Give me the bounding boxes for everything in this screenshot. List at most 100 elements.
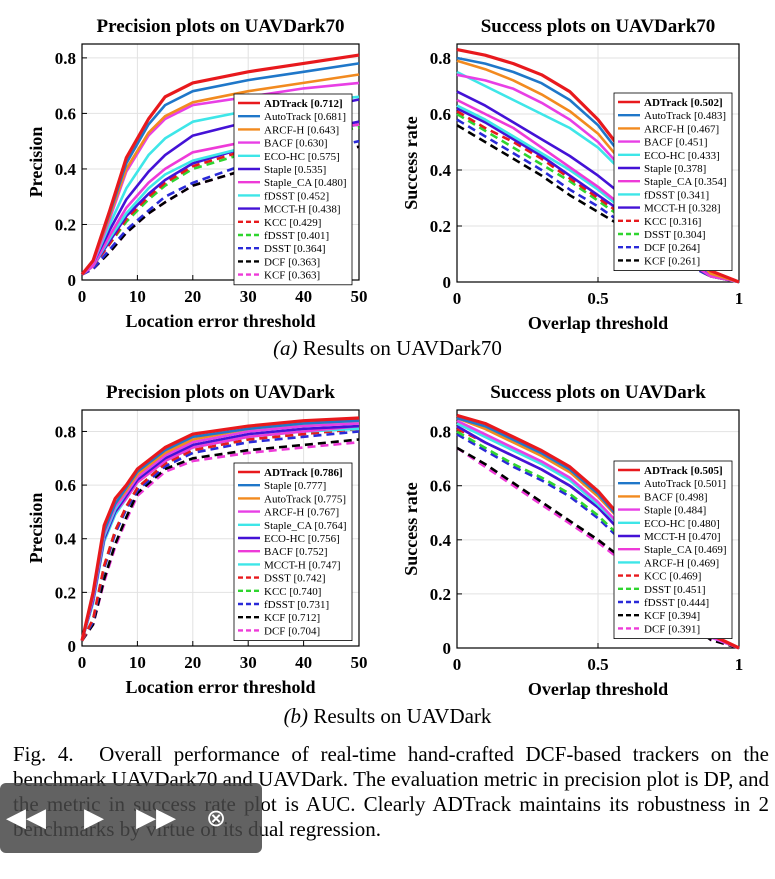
- y-tick-label: 0.6: [55, 476, 76, 495]
- series-line-kcf: [80, 438, 360, 642]
- y-tick-label: 0: [68, 271, 77, 290]
- rewind-icon[interactable]: ◀◀: [6, 803, 46, 833]
- legend-entry: Staple_CA [0.480]: [264, 177, 347, 189]
- legend-entry: Staple_CA [0.764]: [264, 520, 347, 532]
- y-tick-label: 0: [68, 637, 77, 656]
- y-tick-label: 0.2: [430, 585, 451, 604]
- y-axis-label: Precision: [26, 127, 46, 198]
- series-line-kcf: [456, 446, 740, 650]
- legend-entry: ECO-HC [0.756]: [264, 533, 340, 545]
- media-controls-overlay: ◀◀ ▶ ▶▶ ⊗: [0, 783, 262, 853]
- legend-entry: MCCT-H [0.328]: [644, 203, 721, 215]
- y-tick-label: 0.6: [430, 477, 451, 496]
- subcaption-b-label: (b): [283, 704, 309, 728]
- legend-entry: DCF [0.363]: [264, 256, 320, 268]
- y-axis-label: Success rate: [401, 116, 421, 209]
- series-line-dcf: [456, 446, 740, 650]
- legend-box: [233, 93, 353, 286]
- legend-entry: ARCF-H [0.767]: [264, 507, 339, 519]
- legend-entry: KCF [0.261]: [644, 255, 700, 267]
- series-lines: [80, 416, 360, 642]
- y-tick-label: 0.2: [55, 583, 76, 602]
- legend-entry: ARCF-H [0.643]: [264, 124, 339, 136]
- legend-entry: DSST [0.304]: [644, 229, 706, 241]
- x-tick-label: 50: [351, 287, 368, 306]
- chart-title: Success plots on UAVDark: [490, 382, 706, 403]
- plot-frame: [81, 43, 360, 281]
- success-chart-uavdark70: Success plots on UAVDark70 0 0.5 1 0 0.2 0.4 0.…: [401, 16, 744, 333]
- legend-entry: ARCF-H [0.467]: [644, 123, 719, 135]
- legend-entry: fDSST [0.341]: [644, 189, 709, 201]
- chart-title: Success plots on UAVDark70: [481, 16, 716, 37]
- legend: ADTrack [0.786]Staple [0.777]AutoTrack […: [233, 462, 353, 642]
- legend-entry: fDSST [0.452]: [264, 190, 329, 202]
- legend-entry: ADTrack [0.712]: [264, 98, 343, 110]
- y-tick-label: 0.4: [430, 161, 452, 180]
- y-tick-label: 0: [443, 639, 452, 658]
- subcaption-b: (b) Results on UAVDark: [0, 704, 775, 729]
- play-icon[interactable]: ▶: [84, 803, 104, 833]
- x-tick-label: 0: [78, 287, 87, 306]
- legend-entry: ECO-HC [0.480]: [644, 518, 720, 530]
- legend-entry: ARCF-H [0.469]: [644, 557, 719, 569]
- x-tick-label: 0: [453, 289, 462, 308]
- legend-entry: fDSST [0.444]: [644, 597, 709, 609]
- x-tick-label: 40: [295, 287, 312, 306]
- legend-entry: ECO-HC [0.575]: [264, 151, 340, 163]
- y-axis-label: Precision: [26, 493, 46, 564]
- y-tick-label: 0.4: [430, 531, 452, 550]
- legend-entry: AutoTrack [0.501]: [644, 478, 726, 490]
- chart-title: Precision plots on UAVDark70: [97, 16, 345, 37]
- close-icon[interactable]: ⊗: [206, 804, 227, 832]
- legend-entry: KCC [0.316]: [644, 216, 701, 228]
- legend-entry: fDSST [0.401]: [264, 230, 329, 242]
- legend-entry: KCF [0.712]: [264, 612, 320, 624]
- x-tick-label: 0.5: [587, 655, 608, 674]
- x-tick-label: 0: [78, 653, 87, 672]
- x-tick-label: 1: [735, 655, 744, 674]
- fast-forward-icon[interactable]: ▶▶: [136, 803, 176, 833]
- legend-entry: DSST [0.451]: [644, 584, 706, 596]
- x-tick-label: 20: [184, 287, 201, 306]
- x-tick-label: 1: [735, 289, 744, 308]
- legend-entry: DSST [0.742]: [264, 573, 326, 585]
- x-axis-label: Location error threshold: [126, 311, 316, 331]
- legend-entry: Staple [0.378]: [644, 163, 706, 175]
- legend: ADTrack [0.505]AutoTrack [0.501]BACF [0.…: [613, 460, 733, 640]
- x-tick-label: 0: [453, 655, 462, 674]
- y-tick-label: 0: [443, 273, 452, 292]
- legend-entry: DCF [0.391]: [644, 623, 700, 635]
- x-axis-label: Location error threshold: [126, 677, 316, 697]
- plot-frame: [81, 409, 360, 647]
- legend-entry: BACF [0.752]: [264, 546, 328, 558]
- legend: ADTrack [0.712]AutoTrack [0.681]ARCF-H […: [233, 93, 353, 286]
- legend-entry: MCCT-H [0.747]: [264, 559, 341, 571]
- x-tick-label: 30: [240, 653, 257, 672]
- y-tick-label: 0.8: [55, 422, 76, 441]
- y-tick-label: 0.4: [55, 160, 77, 179]
- y-tick-label: 0.6: [430, 105, 451, 124]
- series-line-kcc: [456, 110, 740, 284]
- success-chart-uavdark: Success plots on UAVDark 0 0.5 1 0 0.2 0.4 0.6 0…: [401, 382, 744, 699]
- y-tick-label: 0.8: [430, 49, 451, 68]
- x-tick-label: 10: [129, 653, 146, 672]
- legend-entry: AutoTrack [0.681]: [264, 111, 346, 123]
- x-tick-label: 50: [351, 653, 368, 672]
- y-tick-label: 0.2: [55, 215, 76, 234]
- legend-entry: AutoTrack [0.775]: [264, 493, 346, 505]
- x-tick-label: 20: [184, 653, 201, 672]
- y-tick-label: 0.4: [55, 530, 77, 549]
- y-axis-label: Success rate: [401, 482, 421, 575]
- legend-entry: DCF [0.264]: [644, 242, 700, 254]
- figure-label: Fig. 4.: [13, 742, 74, 766]
- y-tick-label: 0.8: [430, 423, 451, 442]
- precision-chart-uavdark70: Precision plots on UAVDark70 0 10 20 30 40 50 0…: [26, 16, 368, 331]
- legend: ADTrack [0.502]AutoTrack [0.483]ARCF-H […: [613, 92, 733, 272]
- chart-title: Precision plots on UAVDark: [106, 382, 335, 403]
- y-tick-label: 0.6: [55, 104, 76, 123]
- y-tick-label: 0.2: [430, 217, 451, 236]
- x-axis-label: Overlap threshold: [528, 679, 668, 699]
- x-tick-label: 40: [295, 653, 312, 672]
- subcaption-a-text: Results on UAVDark70: [302, 336, 502, 360]
- subcaption-a-label: (a): [273, 336, 298, 360]
